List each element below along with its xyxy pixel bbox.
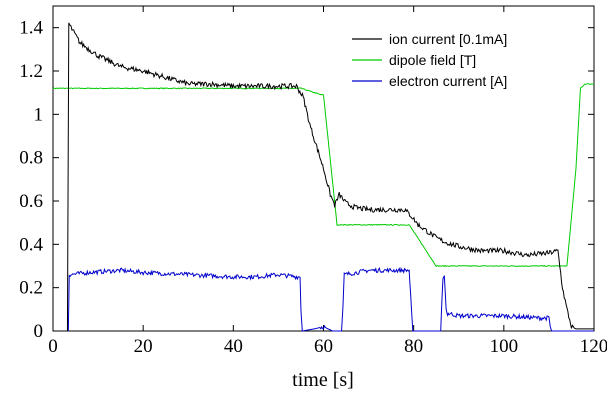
y-tick-label: 0.8 [19,148,43,169]
y-tick-label: 1.4 [19,18,43,39]
axis-ticks: 0 20 40 60 80 100 120 0 0.2 0.4 0.6 0.8 1 1.2 1.4 [19,6,607,357]
x-tick-label: 20 [134,336,153,357]
legend-label: ion current [0.1mA] [389,31,507,47]
x-axis-title: time [s] [292,369,354,391]
x-tick-label: 120 [580,336,607,357]
x-tick-label: 0 [48,336,58,357]
series-line-0 [53,22,594,332]
x-tick-label: 100 [490,336,519,357]
y-tick-label: 0 [34,321,44,342]
legend-label: electron current [A] [389,73,507,89]
legend: ion current [0.1mA] dipole field [T] elect… [352,31,507,89]
series-group [52,22,595,332]
series-line-2 [53,266,594,332]
x-tick-label: 60 [314,336,333,357]
y-tick-label: 1.2 [19,61,43,82]
y-tick-label: 0.6 [19,191,43,212]
x-tick-label: 40 [224,336,243,357]
x-tick-label: 80 [404,336,423,357]
y-tick-label: 0.2 [19,278,43,299]
y-tick-label: 1 [34,104,44,125]
y-tick-label: 0.4 [19,234,43,255]
series-line-1 [52,83,595,268]
legend-label: dipole field [T] [389,52,476,68]
